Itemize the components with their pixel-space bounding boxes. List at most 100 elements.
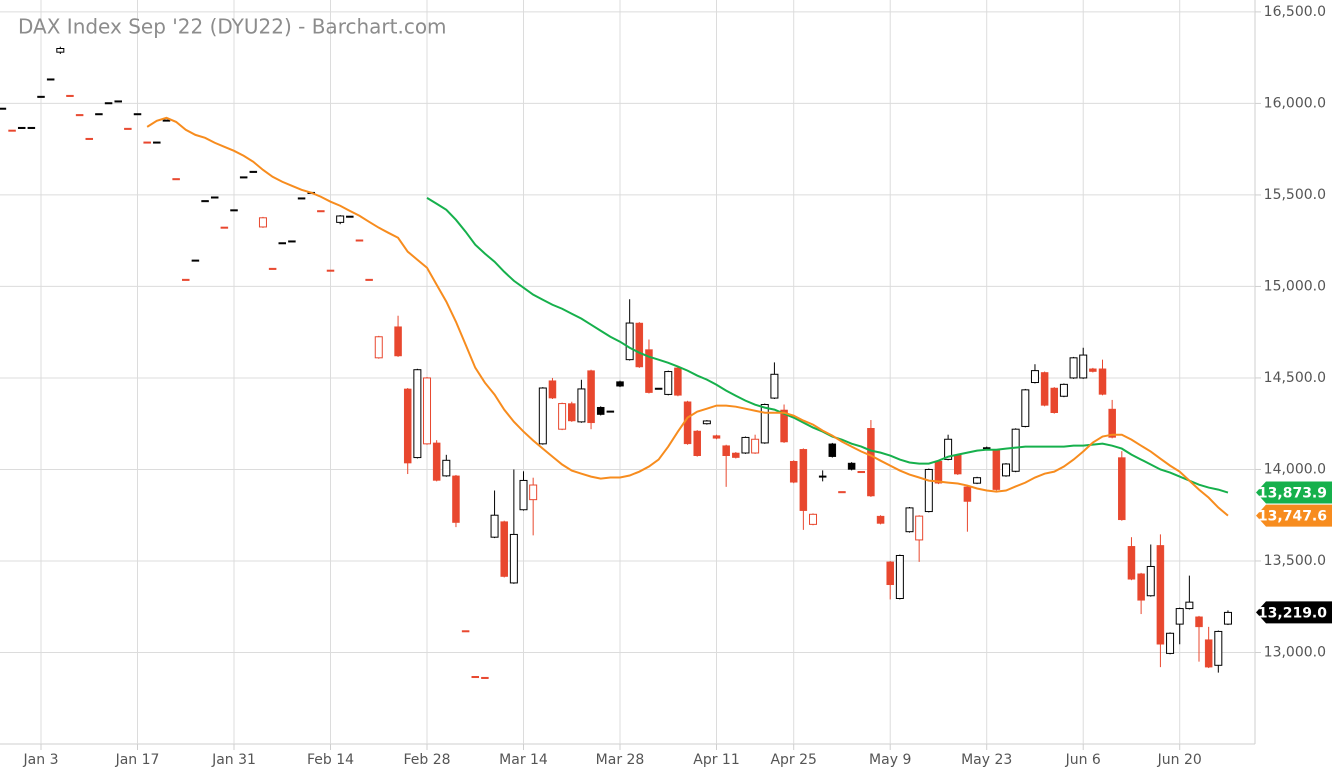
candle-body: [1127, 546, 1136, 580]
candle-body: [1204, 639, 1213, 668]
x-tick-label: Feb 28: [403, 752, 450, 768]
candle-body: [85, 137, 94, 140]
x-tick-label: Feb 14: [307, 752, 354, 768]
candle-body: [558, 403, 567, 430]
grid: [0, 0, 1255, 744]
candle-body: [201, 200, 209, 203]
candle-body: [230, 209, 238, 212]
candle-body: [182, 278, 190, 281]
candle-body: [442, 459, 451, 477]
candle-body: [509, 533, 518, 584]
y-tick-label: 15,000.0: [1264, 278, 1326, 294]
y-tick-label: 14,000.0: [1264, 461, 1326, 477]
chart-title: DAX Index Sep '22 (DYU22) - Barchart.com: [18, 15, 447, 39]
candle-body: [481, 676, 489, 679]
candle-body: [895, 554, 904, 599]
price-tag-label: 13,873.9: [1258, 486, 1327, 502]
candle-body: [712, 435, 721, 439]
candle-body: [27, 126, 36, 129]
candle-body: [268, 267, 277, 270]
y-tick-label: 14,500.0: [1264, 370, 1326, 386]
candle-body: [0, 107, 7, 110]
candle-body: [104, 102, 113, 105]
candle-body: [1118, 457, 1126, 521]
candle-body: [1098, 368, 1107, 395]
candle-body: [1079, 354, 1088, 379]
candle-body: [403, 388, 412, 464]
candle-body: [249, 170, 258, 173]
candle-body: [654, 387, 663, 390]
candle-body: [124, 127, 132, 130]
candle-body: [1137, 573, 1145, 601]
candle-body: [818, 475, 827, 478]
candle-body: [548, 380, 557, 399]
price-tag: [1256, 601, 1332, 624]
candle-body: [278, 242, 287, 245]
candle-body: [66, 94, 74, 97]
candle-body: [258, 217, 267, 228]
candle-body: [529, 484, 538, 501]
x-tick-label: Apr 11: [693, 752, 739, 768]
candle-body: [1185, 601, 1194, 610]
candle-body: [346, 215, 354, 218]
candle-body: [847, 462, 856, 470]
candle-body: [915, 515, 924, 541]
candle-body: [210, 196, 219, 199]
candle-body: [423, 377, 432, 445]
candle-body: [355, 239, 364, 242]
candle-body: [490, 514, 499, 538]
candle-body: [317, 210, 325, 213]
candle-body: [365, 278, 373, 281]
candle-body: [809, 513, 818, 525]
candle-body: [1089, 368, 1097, 372]
candle-body: [1002, 463, 1011, 477]
y-tick-label: 13,500.0: [1264, 553, 1326, 569]
moving-average-line: [146, 116, 1229, 517]
candle-body: [143, 141, 151, 144]
candle-body: [452, 475, 460, 523]
price-tag-label: 13,747.6: [1258, 509, 1327, 525]
candle-body: [954, 454, 962, 475]
candle-body: [1050, 387, 1059, 413]
candle-body: [413, 369, 422, 459]
candle-body: [693, 430, 701, 456]
candle-body: [1108, 408, 1116, 438]
moving-average-line: [426, 196, 1229, 494]
candle-body: [799, 449, 808, 511]
candle-body: [645, 349, 653, 393]
candle-body: [1156, 545, 1165, 645]
candle-body: [876, 515, 885, 524]
candle-body: [288, 240, 296, 243]
candle-body: [944, 438, 953, 460]
candle-body: [770, 373, 779, 399]
x-tick-label: May 9: [869, 752, 911, 768]
candle-body: [1195, 616, 1203, 628]
candle-body: [625, 322, 634, 361]
x-tick-label: Jun 6: [1065, 752, 1101, 768]
candle-body: [780, 409, 788, 443]
candle-body: [867, 428, 875, 497]
candle-body: [934, 460, 943, 484]
candle-body: [751, 438, 760, 454]
candle-body: [838, 491, 846, 494]
candle-body: [239, 176, 248, 179]
candle-body: [326, 269, 335, 272]
candle-body: [568, 403, 576, 422]
y-tick-label: 16,000.0: [1264, 95, 1326, 111]
x-tick-label: Jan 17: [115, 752, 160, 768]
candle-body: [500, 521, 508, 577]
candle-body: [538, 387, 547, 445]
candle-body: [606, 410, 615, 413]
candle-body: [596, 406, 605, 415]
candle-body: [702, 420, 711, 425]
y-tick-label: 13,000.0: [1264, 644, 1326, 660]
candle-body: [432, 442, 441, 481]
x-tick-label: Mar 28: [596, 752, 645, 768]
x-tick-label: Jun 20: [1157, 752, 1202, 768]
candle-body: [857, 471, 866, 474]
candle-body: [95, 113, 103, 116]
candle-body: [886, 561, 894, 586]
price-tag-label: 13,219.0: [1258, 605, 1327, 621]
